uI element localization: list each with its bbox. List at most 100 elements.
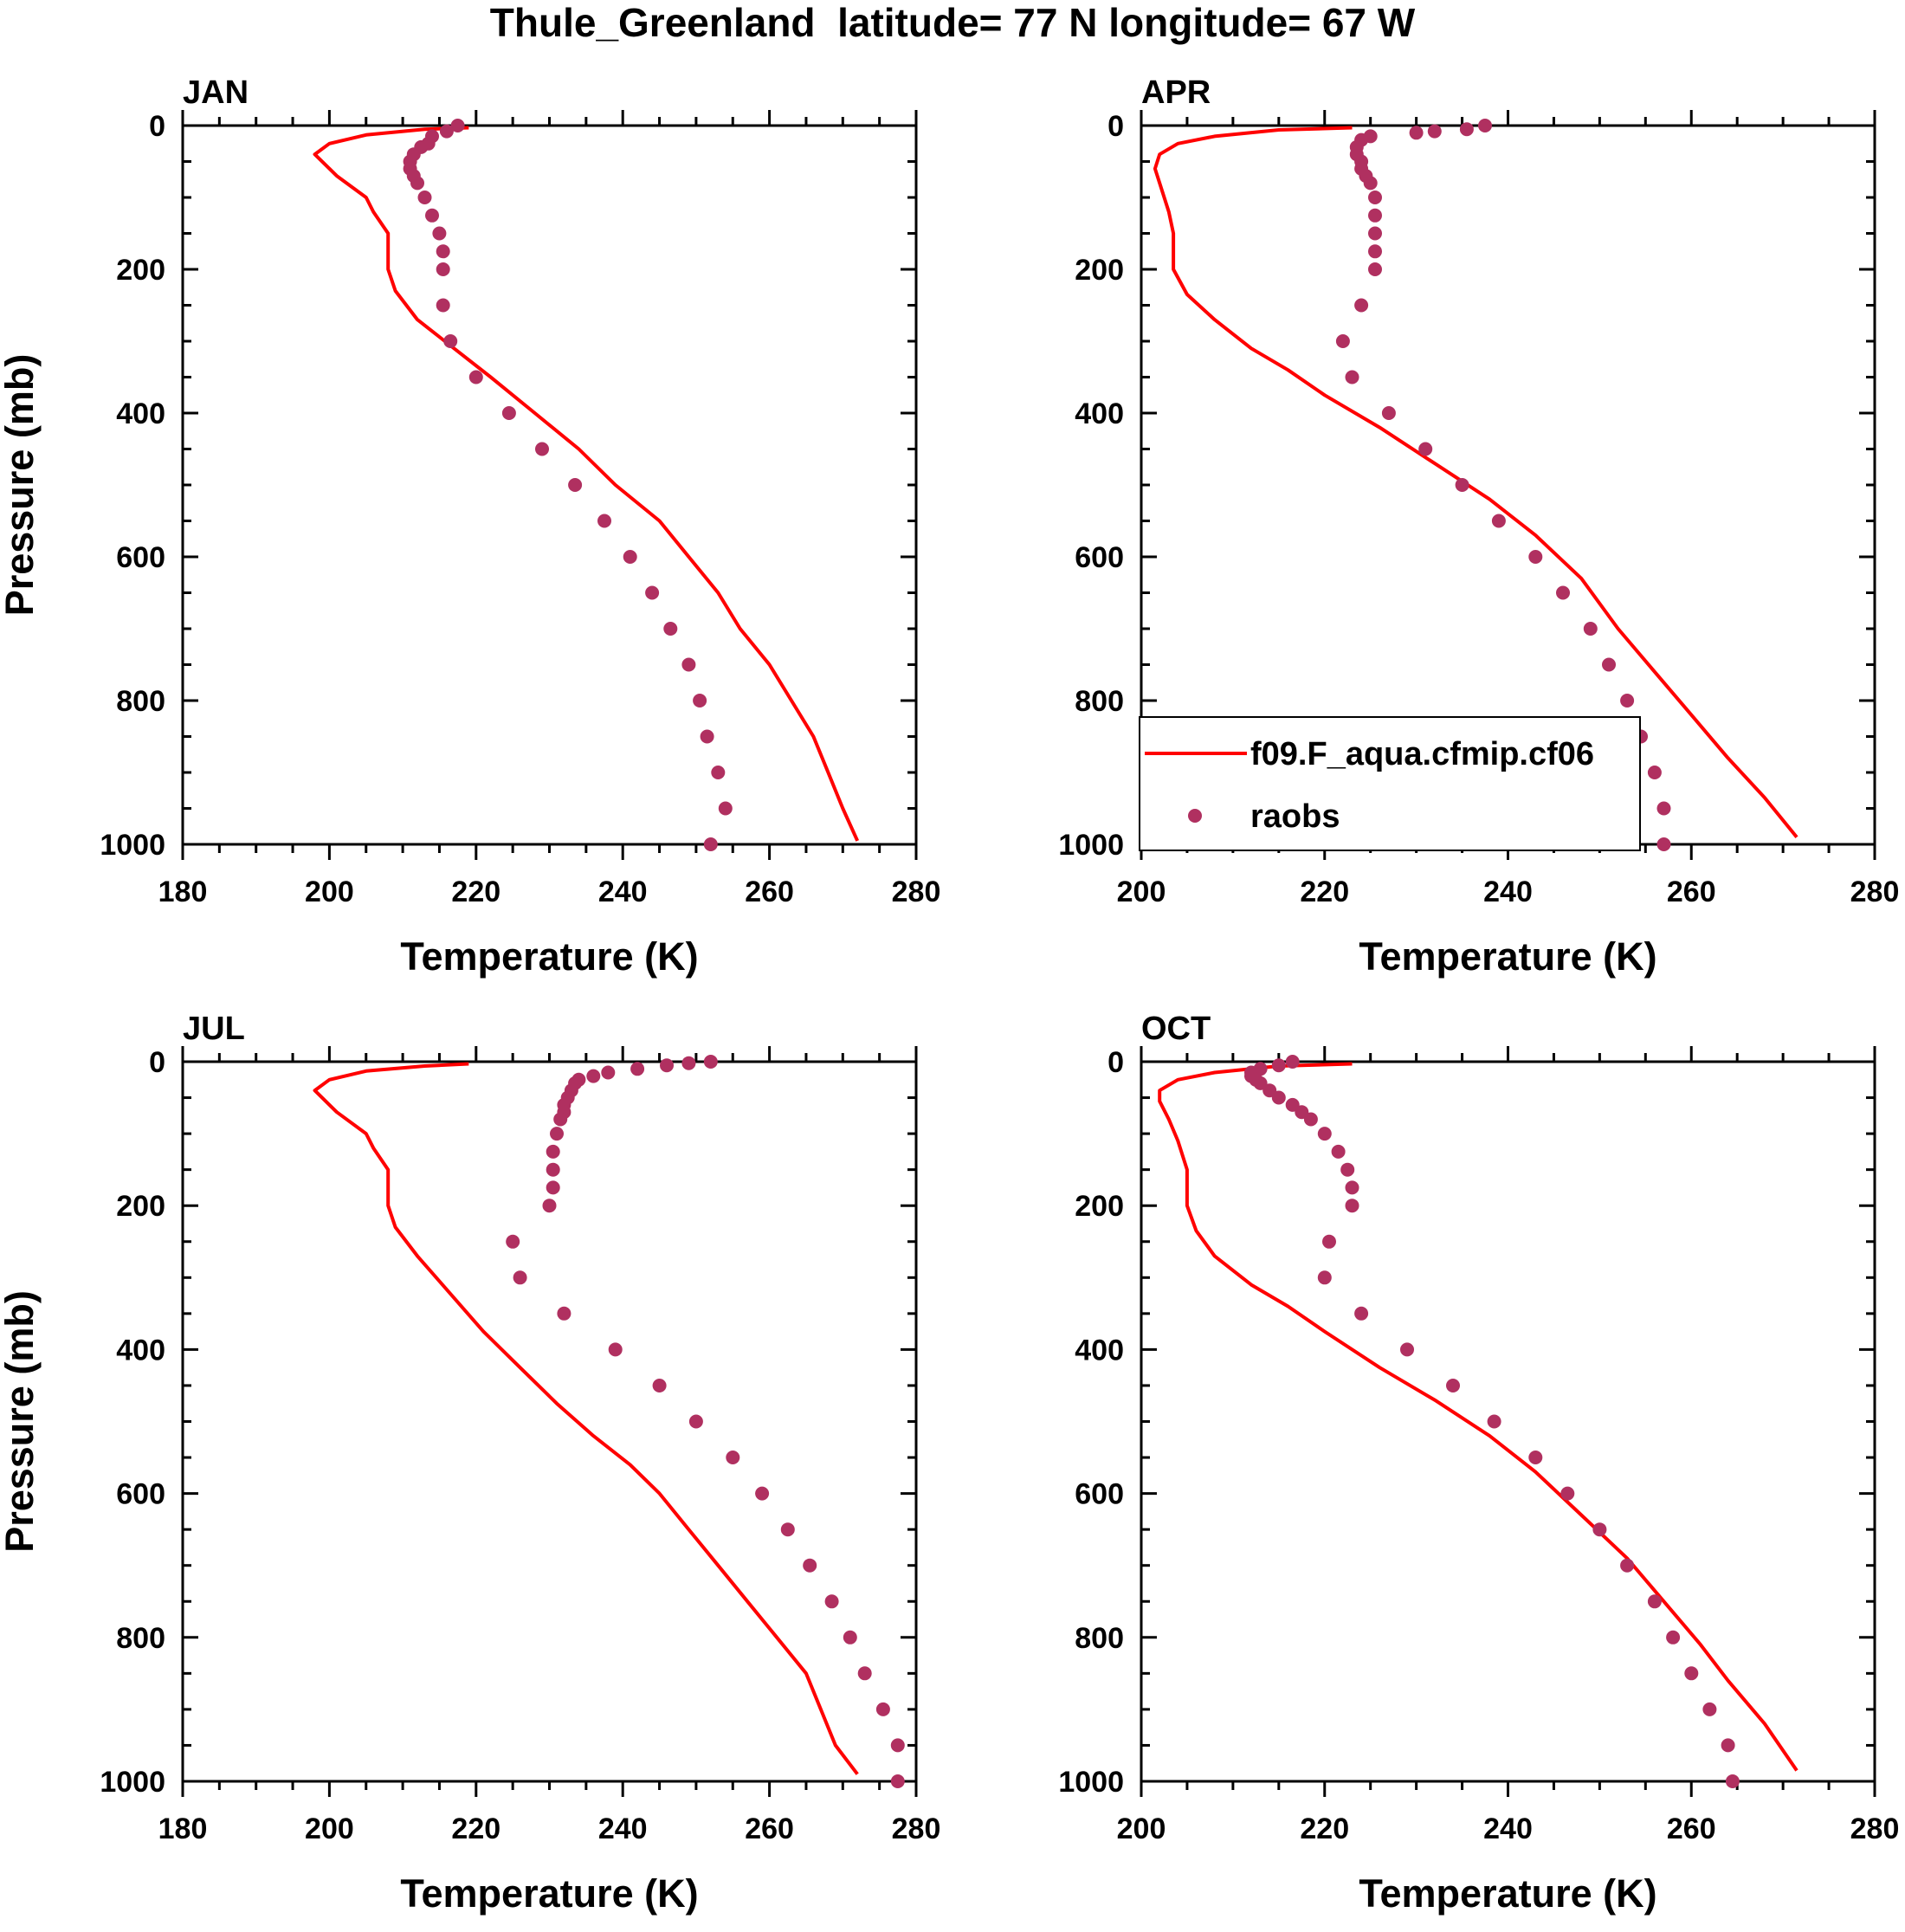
oct-raobs-point: [1271, 1090, 1286, 1105]
oct-xtick-label: 200: [1117, 1812, 1166, 1845]
jul-raobs-point: [681, 1056, 696, 1070]
oct-panel-title: OCT: [1141, 1011, 1211, 1047]
oct-ytick-label: 200: [1075, 1190, 1124, 1223]
jul-raobs-point: [803, 1558, 817, 1573]
jan-raobs-point: [439, 124, 454, 139]
apr-xtick-label: 200: [1117, 876, 1166, 908]
oct-xtick-label: 280: [1850, 1812, 1900, 1845]
jan-y-axis-title: Pressure (mb): [0, 354, 42, 617]
jan-model-line: [313, 126, 860, 842]
apr-xtick-label: 260: [1667, 876, 1716, 908]
apr-raobs-point: [1491, 514, 1506, 528]
apr-raobs-point: [1368, 226, 1382, 241]
apr-raobs-point: [1335, 334, 1350, 348]
jul-raobs-point: [542, 1199, 557, 1213]
jul-xtick-label: 280: [892, 1812, 941, 1845]
jul-raobs-point: [824, 1594, 839, 1609]
apr-raobs-point: [1409, 126, 1424, 140]
oct-raobs-point: [1560, 1486, 1575, 1501]
jul-raobs-point: [550, 1127, 564, 1141]
oct-raobs-point: [1317, 1270, 1332, 1285]
jan-raobs-point: [436, 244, 450, 259]
apr-raobs-point: [1602, 657, 1616, 672]
panel-jan: JAN 0 200 400 600 800 1000 180 200 220 240 260 280 Te…: [0, 74, 940, 979]
oct-ytick-label: 1000: [1058, 1766, 1124, 1799]
jan-ytick-label: 600: [116, 541, 165, 574]
jan-raobs-point: [501, 406, 516, 420]
apr-raobs-point: [1368, 244, 1382, 259]
jul-raobs-point: [557, 1306, 572, 1321]
jul-raobs-point: [601, 1065, 616, 1080]
apr-raobs-point: [1656, 801, 1671, 816]
oct-raobs-point: [1345, 1180, 1359, 1195]
jan-panel-title: JAN: [183, 74, 249, 111]
oct-plot-frame: [1140, 1060, 1876, 1783]
apr-raobs-point: [1381, 406, 1396, 420]
jan-raobs-point: [468, 370, 483, 384]
jan-raobs-point: [703, 837, 718, 851]
apr-raobs-point: [1345, 370, 1359, 384]
apr-raobs-point: [1556, 585, 1570, 600]
oct-raobs-point: [1322, 1234, 1336, 1249]
oct-raobs-point: [1725, 1774, 1740, 1788]
jul-ytick-label: 800: [116, 1622, 165, 1655]
jan-xtick-label: 200: [305, 876, 354, 908]
legend-obs-label: raobs: [1250, 798, 1340, 835]
oct-xtick-label: 220: [1300, 1812, 1349, 1845]
apr-raobs-point: [1656, 837, 1671, 851]
jul-x-axis-title: Temperature (K): [400, 1871, 698, 1916]
legend-model-label: f09.F_aqua.cfmip.cf06: [1250, 736, 1594, 772]
jul-raobs-point: [630, 1062, 645, 1076]
jul-raobs-point: [890, 1738, 905, 1753]
apr-raobs-point: [1583, 622, 1598, 636]
apr-raobs-point: [1363, 176, 1378, 191]
apr-raobs-point: [1647, 766, 1662, 779]
jan-raobs-point: [450, 119, 465, 132]
jan-raobs-point: [432, 226, 447, 241]
apr-ytick-label: 800: [1075, 685, 1124, 718]
apr-raobs-point: [1368, 262, 1382, 276]
apr-raobs-point: [1459, 122, 1474, 137]
jul-ytick-label: 600: [116, 1478, 165, 1511]
jul-raobs-point: [726, 1451, 740, 1464]
apr-xtick-label: 240: [1483, 876, 1533, 908]
oct-x-axis-title: Temperature (K): [1359, 1871, 1656, 1916]
oct-raobs-point: [1620, 1558, 1635, 1573]
apr-raobs-point: [1368, 191, 1382, 204]
oct-xtick-label: 240: [1483, 1812, 1533, 1845]
apr-ytick-label: 200: [1075, 254, 1124, 287]
oct-raobs-point: [1446, 1379, 1460, 1392]
jan-raobs-point: [436, 262, 450, 276]
apr-raobs-point: [1478, 119, 1492, 132]
oct-raobs-point: [1487, 1414, 1501, 1429]
jul-ytick-label: 1000: [100, 1766, 165, 1799]
oct-raobs-point: [1317, 1127, 1332, 1141]
jan-ytick-label: 800: [116, 685, 165, 718]
jul-ytick-label: 200: [116, 1190, 165, 1223]
oct-ytick-label: 600: [1075, 1478, 1124, 1511]
oct-raobs-point: [1354, 1306, 1369, 1321]
jul-raobs-point: [652, 1379, 667, 1392]
jan-raobs-point: [535, 442, 549, 456]
oct-raobs-point: [1303, 1112, 1318, 1127]
jan-plot-frame: [181, 124, 918, 846]
jul-raobs-point: [608, 1342, 623, 1357]
jan-raobs-point: [597, 514, 611, 528]
oct-raobs-point: [1345, 1199, 1359, 1213]
oct-raobs-point: [1271, 1058, 1286, 1073]
oct-ytick-label: 0: [1107, 1046, 1124, 1079]
jan-raobs-point: [443, 334, 458, 348]
jan-raobs-point: [623, 550, 637, 564]
legend-box: [1139, 716, 1641, 851]
apr-x-axis-title: Temperature (K): [1359, 934, 1656, 979]
oct-model-line: [1158, 1062, 1798, 1772]
oct-ytick-label: 800: [1075, 1622, 1124, 1655]
jul-raobs-point: [586, 1069, 601, 1083]
jan-ytick-label: 0: [149, 110, 165, 143]
jan-raobs-point: [718, 801, 733, 816]
jul-raobs-point: [506, 1234, 520, 1249]
jan-raobs-point: [425, 208, 439, 223]
jul-raobs-point: [688, 1414, 703, 1429]
apr-panel-title: APR: [1141, 74, 1211, 111]
